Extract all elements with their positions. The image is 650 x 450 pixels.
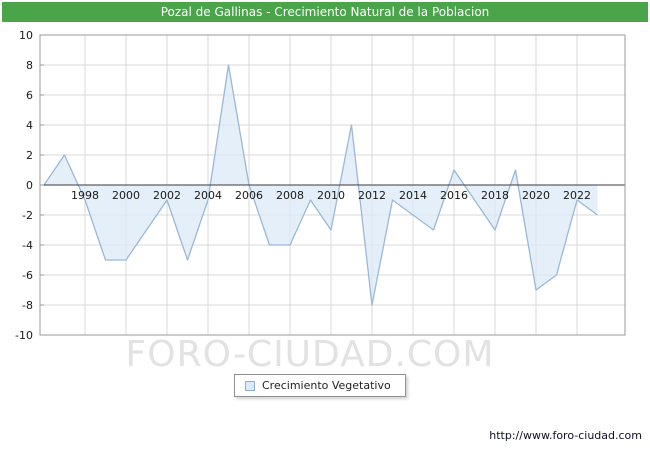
svg-text:1998: 1998	[71, 189, 99, 202]
svg-text:4: 4	[26, 119, 33, 132]
svg-text:2: 2	[26, 149, 33, 162]
svg-text:0: 0	[26, 179, 33, 192]
svg-text:2006: 2006	[235, 189, 263, 202]
svg-text:2010: 2010	[317, 189, 345, 202]
svg-text:-4: -4	[22, 239, 33, 252]
svg-text:2020: 2020	[522, 189, 550, 202]
svg-text:-6: -6	[22, 269, 33, 282]
svg-text:2000: 2000	[112, 189, 140, 202]
svg-text:2004: 2004	[194, 189, 222, 202]
svg-text:2002: 2002	[153, 189, 181, 202]
watermark: FORO-CIUDAD.COM	[125, 334, 495, 375]
svg-text:8: 8	[26, 59, 33, 72]
svg-text:2018: 2018	[481, 189, 509, 202]
svg-text:-8: -8	[22, 299, 33, 312]
svg-text:2022: 2022	[563, 189, 591, 202]
svg-text:-2: -2	[22, 209, 33, 222]
svg-text:2014: 2014	[399, 189, 427, 202]
svg-text:2008: 2008	[276, 189, 304, 202]
svg-text:2016: 2016	[440, 189, 468, 202]
legend-swatch-icon	[244, 380, 255, 391]
svg-text:6: 6	[26, 89, 33, 102]
svg-text:10: 10	[19, 29, 33, 42]
legend-label: Crecimiento Vegetativo	[261, 379, 391, 392]
svg-text:2012: 2012	[358, 189, 386, 202]
svg-text:-10: -10	[15, 329, 33, 342]
page-title: Pozal de Gallinas - Crecimiento Natural …	[2, 2, 648, 22]
site-url[interactable]: http://www.foro-ciudad.com	[489, 429, 642, 442]
legend: Crecimiento Vegetativo	[233, 374, 406, 397]
